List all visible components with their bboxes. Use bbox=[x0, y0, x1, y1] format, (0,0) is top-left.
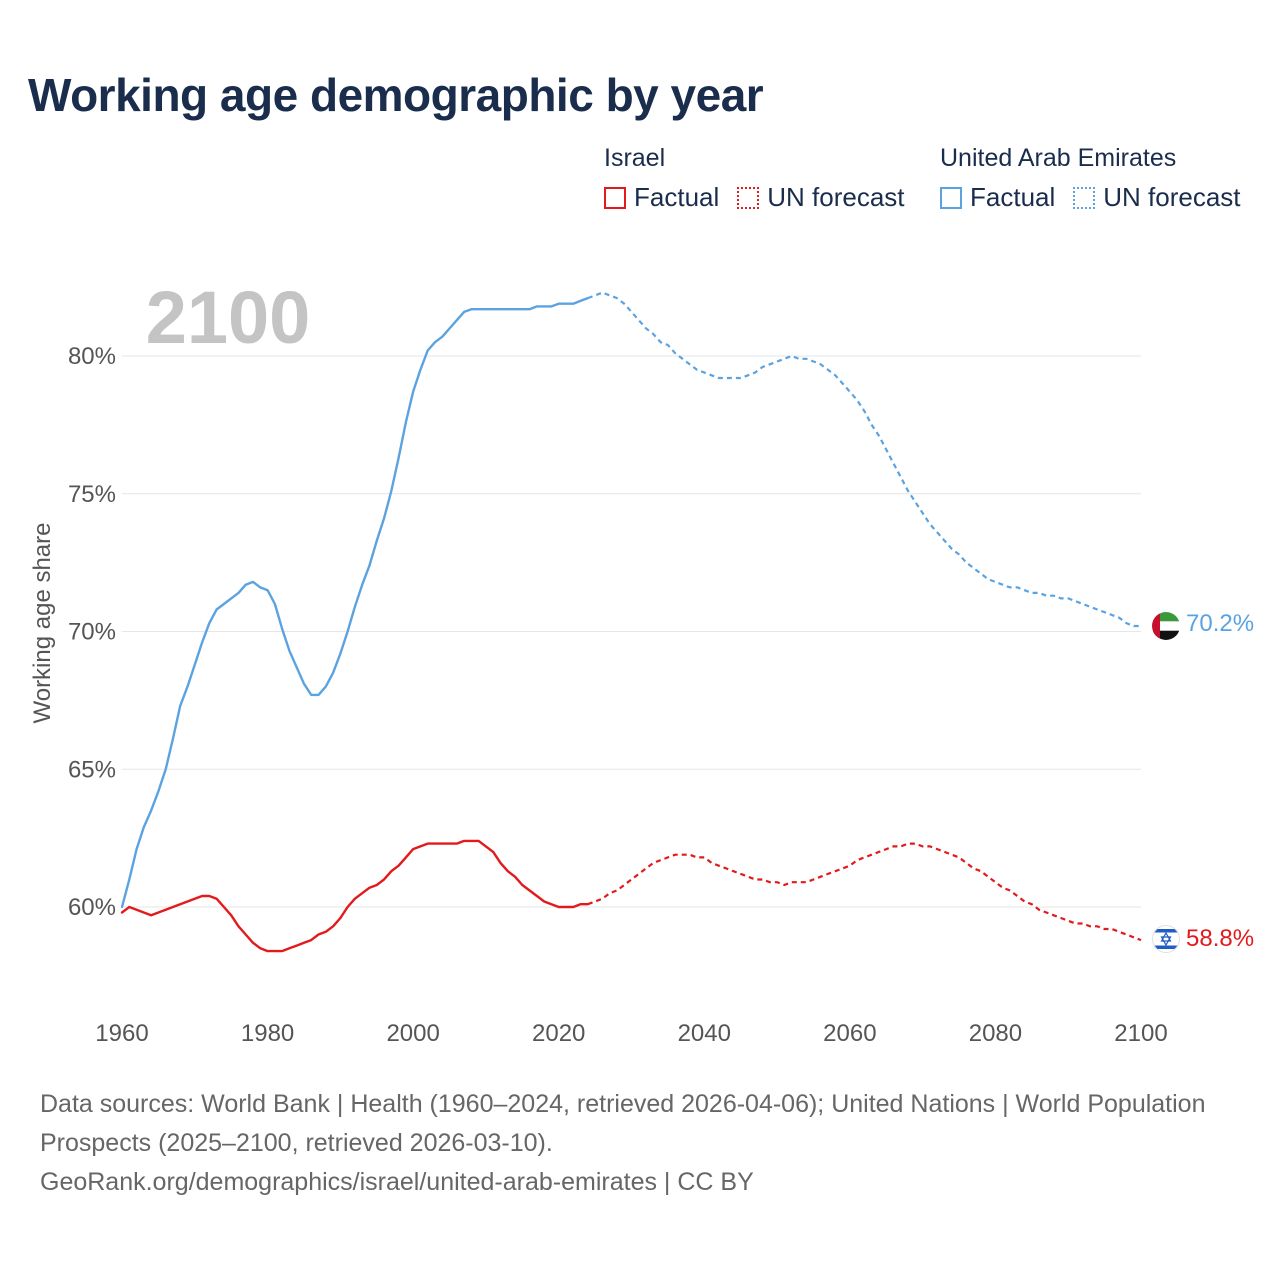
legend-group-uae: United Arab Emirates Factual UN forecast bbox=[940, 142, 1241, 213]
israel-flag-icon bbox=[1152, 925, 1180, 953]
x-tick-label: 2000 bbox=[386, 1020, 439, 1047]
legend-swatch-solid bbox=[604, 186, 626, 209]
legend-israel-forecast[interactable]: UN forecast bbox=[737, 182, 905, 213]
sources-credit: GeoRank.org/demographics/israel/united-a… bbox=[40, 1168, 754, 1196]
x-tick-label: 2100 bbox=[1114, 1020, 1167, 1047]
chart-title: Working age demographic by year bbox=[28, 69, 764, 121]
legend-label: Factual bbox=[634, 182, 720, 212]
series-line-israel-factual bbox=[120, 839, 589, 953]
end-label-uae: 70.2% bbox=[1186, 610, 1254, 637]
legend-label: UN forecast bbox=[1103, 182, 1241, 212]
y-tick-label: 75% bbox=[68, 481, 116, 508]
legend-swatch-dotted bbox=[1073, 186, 1096, 209]
series-line-israel-forecast bbox=[587, 842, 1142, 942]
y-tick-label: 70% bbox=[68, 619, 116, 646]
x-tick-label: 2060 bbox=[823, 1020, 876, 1047]
x-tick-label: 2040 bbox=[678, 1020, 731, 1047]
y-tick-label: 65% bbox=[68, 756, 116, 783]
series-line-united-arab-emirates-factual bbox=[120, 296, 589, 909]
legend-group-israel: Israel Factual UN forecast bbox=[604, 142, 905, 213]
y-tick-label: 60% bbox=[68, 894, 116, 921]
legend-swatch-solid bbox=[940, 186, 962, 209]
legend-israel-factual[interactable]: Factual bbox=[604, 182, 719, 213]
x-tick-label: 1980 bbox=[241, 1020, 294, 1047]
legend-uae-factual[interactable]: Factual bbox=[940, 182, 1055, 213]
series-line-united-arab-emirates-forecast bbox=[587, 291, 1141, 628]
end-label-israel: 58.8% bbox=[1186, 925, 1254, 952]
legend-swatch-dotted bbox=[737, 186, 760, 209]
data-sources: Data sources: World Bank | Health (1960–… bbox=[40, 1085, 1240, 1202]
legend-group-name: United Arab Emirates bbox=[940, 144, 1177, 172]
x-tick-label: 2020 bbox=[532, 1020, 585, 1047]
y-axis-label: Working age share bbox=[29, 523, 56, 724]
x-tick-label: 2080 bbox=[969, 1020, 1022, 1047]
sources-text: Data sources: World Bank | Health (1960–… bbox=[40, 1090, 1206, 1157]
legend-uae-forecast[interactable]: UN forecast bbox=[1073, 182, 1241, 213]
legend-label: Factual bbox=[970, 182, 1056, 212]
y-tick-label: 80% bbox=[68, 343, 116, 370]
uae-flag-icon bbox=[1152, 612, 1180, 640]
legend-group-name: Israel bbox=[604, 144, 666, 172]
x-tick-label: 1960 bbox=[95, 1020, 148, 1047]
legend-label: UN forecast bbox=[767, 182, 905, 212]
year-watermark: 2100 bbox=[146, 276, 311, 359]
